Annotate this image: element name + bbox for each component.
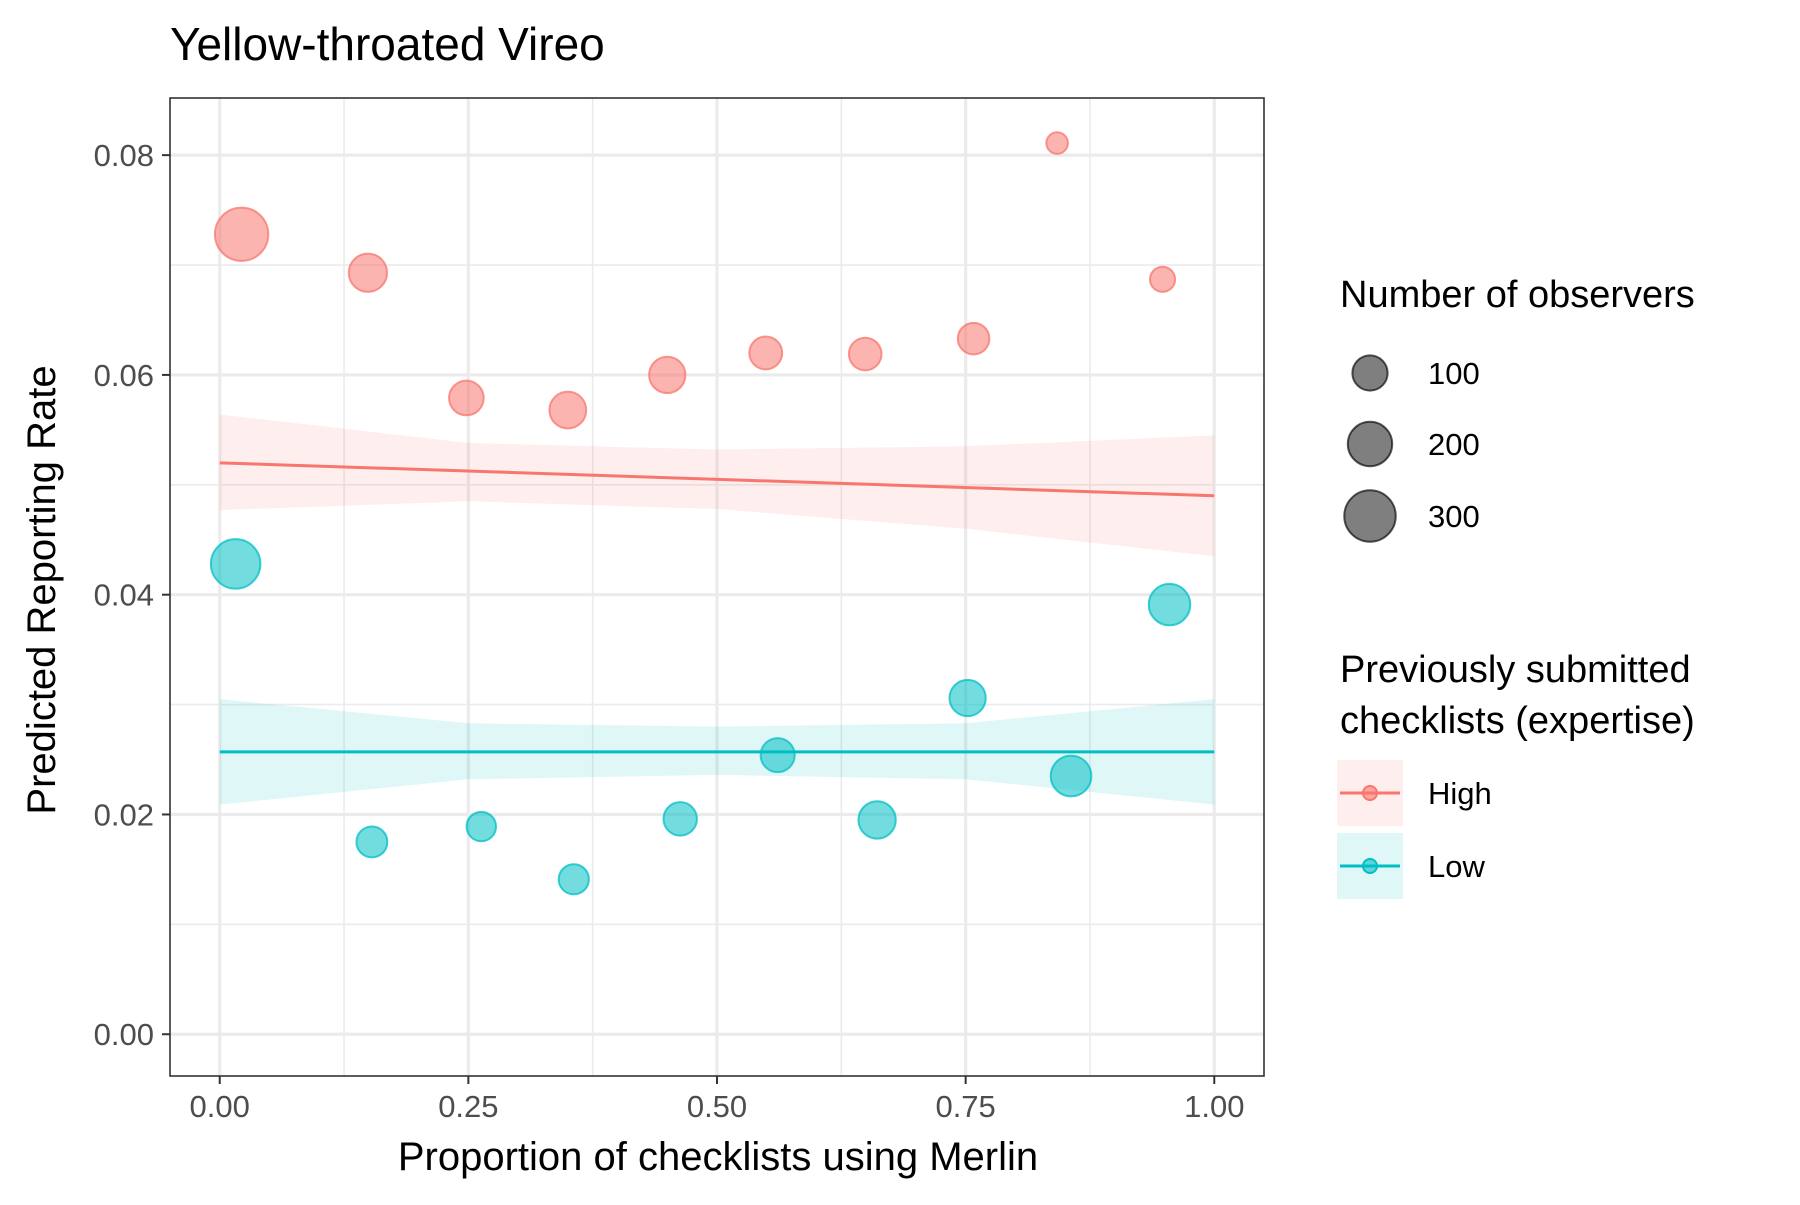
size-legend-label: 300	[1428, 499, 1480, 534]
x-tick-label: 0.00	[190, 1089, 250, 1124]
color-legend-label-low: Low	[1428, 849, 1485, 884]
x-axis-label: Proportion of checklists using Merlin	[398, 1135, 1038, 1179]
color-legend-key-point-high	[1362, 785, 1378, 801]
point-high	[847, 336, 883, 372]
color-legend-title-line-1: Previously submitted	[1340, 649, 1691, 691]
point-low	[465, 810, 498, 843]
color-legend-title-line-2: checklists (expertise)	[1340, 700, 1695, 742]
point-low	[662, 801, 698, 837]
x-tick-label: 0.50	[687, 1089, 747, 1124]
y-tick-label: 0.02	[94, 797, 154, 832]
point-low	[355, 825, 389, 859]
point-high	[347, 252, 389, 293]
size-legend-label: 100	[1428, 356, 1480, 391]
confidence-band-high	[219, 414, 1215, 557]
y-tick-label: 0.08	[94, 138, 154, 173]
fit-line-high	[219, 461, 1215, 498]
point-high	[1148, 265, 1177, 293]
point-high	[1045, 131, 1069, 155]
y-axis-label: Predicted Reporting Rate	[20, 365, 64, 814]
point-low	[857, 800, 897, 840]
y-tick-label: 0.04	[94, 578, 154, 613]
point-high	[213, 206, 270, 262]
size-legend-title: Number of observers	[1340, 274, 1695, 316]
point-low	[557, 863, 590, 896]
point-high	[548, 390, 588, 430]
point-high	[748, 335, 784, 371]
color-legend-key-point-low	[1362, 858, 1378, 874]
chart-title: Yellow-throated Vireo	[170, 18, 605, 70]
point-low	[759, 737, 796, 774]
size-legend-key	[1346, 420, 1394, 468]
point-high	[448, 379, 485, 417]
size-legend-key	[1343, 489, 1397, 543]
color-legend-label-high: High	[1428, 776, 1492, 811]
x-tick-label: 0.75	[935, 1089, 995, 1124]
point-high	[648, 355, 687, 395]
y-tick-label: 0.00	[94, 1017, 154, 1052]
size-legend-key	[1351, 354, 1389, 392]
point-low	[948, 678, 987, 718]
point-low	[209, 538, 262, 590]
size-legend-label: 200	[1428, 427, 1480, 462]
y-tick-label: 0.06	[94, 358, 154, 393]
point-low	[1049, 754, 1093, 798]
x-tick-label: 0.25	[438, 1089, 498, 1124]
point-low	[1147, 582, 1192, 627]
x-tick-label: 1.00	[1184, 1089, 1244, 1124]
point-high	[956, 321, 991, 356]
